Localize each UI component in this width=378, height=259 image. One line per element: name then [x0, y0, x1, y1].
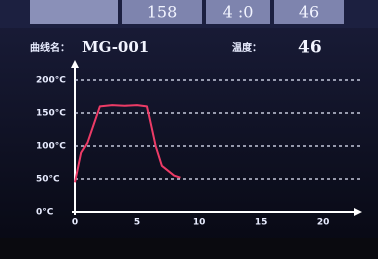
screen: 158 4 :0 46 曲线名： MG-001 温度： 46 0°C 50°C 10…	[0, 0, 378, 259]
cell-text: 46	[299, 3, 319, 22]
name-value: MG-001	[82, 38, 149, 56]
x-tick-label: 10	[193, 218, 206, 228]
y-tick-label: 150°C	[36, 109, 66, 119]
page: 158 4 :0 46 曲线名： MG-001 温度： 46 0°C 50°C 10…	[0, 0, 378, 259]
temp-label: 温度：	[232, 41, 262, 54]
name-label: 曲线名：	[30, 41, 70, 54]
x-tick-label: 0	[72, 218, 78, 228]
x-tick-label: 5	[134, 218, 140, 228]
cell	[30, 0, 118, 24]
y-tick-label: 50°C	[36, 175, 60, 185]
cell-text: 158	[147, 3, 178, 22]
temp-value: 46	[298, 38, 322, 58]
y-tick-label: 200°C	[36, 76, 66, 86]
y-tick-label: 100°C	[36, 142, 66, 152]
bezel	[0, 238, 378, 259]
x-tick-label: 20	[317, 218, 330, 228]
y-tick-label: 0°C	[36, 208, 54, 218]
cell-text: 4 :0	[223, 3, 254, 22]
x-tick-label: 15	[255, 218, 268, 228]
